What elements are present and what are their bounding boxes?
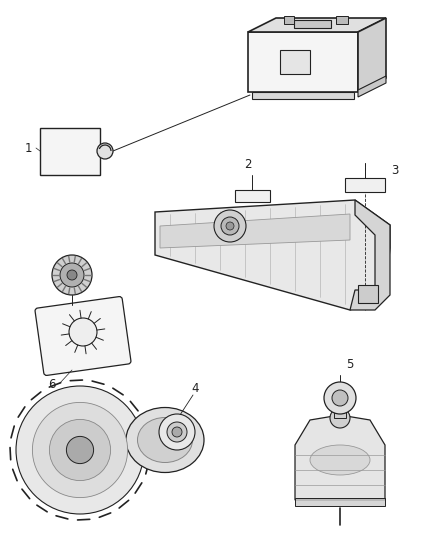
Polygon shape (345, 178, 385, 192)
Text: 5: 5 (346, 359, 354, 372)
Bar (280, 50, 310, 74)
Circle shape (16, 386, 144, 514)
Circle shape (221, 217, 239, 235)
Polygon shape (248, 32, 358, 92)
Circle shape (214, 210, 246, 242)
Circle shape (159, 414, 195, 450)
Polygon shape (294, 20, 331, 28)
Circle shape (172, 427, 182, 437)
Ellipse shape (126, 408, 204, 472)
Circle shape (97, 143, 113, 159)
Polygon shape (248, 18, 386, 32)
Polygon shape (358, 18, 386, 92)
Circle shape (52, 255, 92, 295)
Circle shape (324, 382, 356, 414)
Bar (295, 498, 385, 506)
Bar (358, 285, 378, 303)
Circle shape (332, 390, 348, 406)
Circle shape (167, 422, 187, 442)
Polygon shape (350, 200, 390, 310)
Polygon shape (160, 214, 350, 248)
Bar (334, 408, 346, 418)
Circle shape (60, 263, 84, 287)
Polygon shape (284, 16, 294, 24)
Polygon shape (235, 190, 270, 202)
Ellipse shape (138, 417, 192, 463)
Text: 6: 6 (48, 378, 56, 392)
Circle shape (226, 222, 234, 230)
Circle shape (330, 408, 350, 428)
Text: 3: 3 (391, 164, 399, 176)
Ellipse shape (310, 445, 370, 475)
Circle shape (32, 402, 127, 498)
FancyBboxPatch shape (35, 296, 131, 375)
Circle shape (49, 419, 111, 481)
Text: 4: 4 (191, 382, 199, 394)
Text: 1: 1 (24, 141, 32, 155)
Circle shape (67, 270, 77, 280)
Polygon shape (155, 200, 390, 310)
Polygon shape (40, 128, 100, 175)
Circle shape (69, 318, 97, 346)
Polygon shape (336, 16, 348, 24)
Polygon shape (358, 76, 386, 97)
Polygon shape (295, 415, 385, 500)
Text: 2: 2 (244, 158, 252, 172)
Polygon shape (252, 92, 354, 99)
Circle shape (67, 437, 94, 464)
